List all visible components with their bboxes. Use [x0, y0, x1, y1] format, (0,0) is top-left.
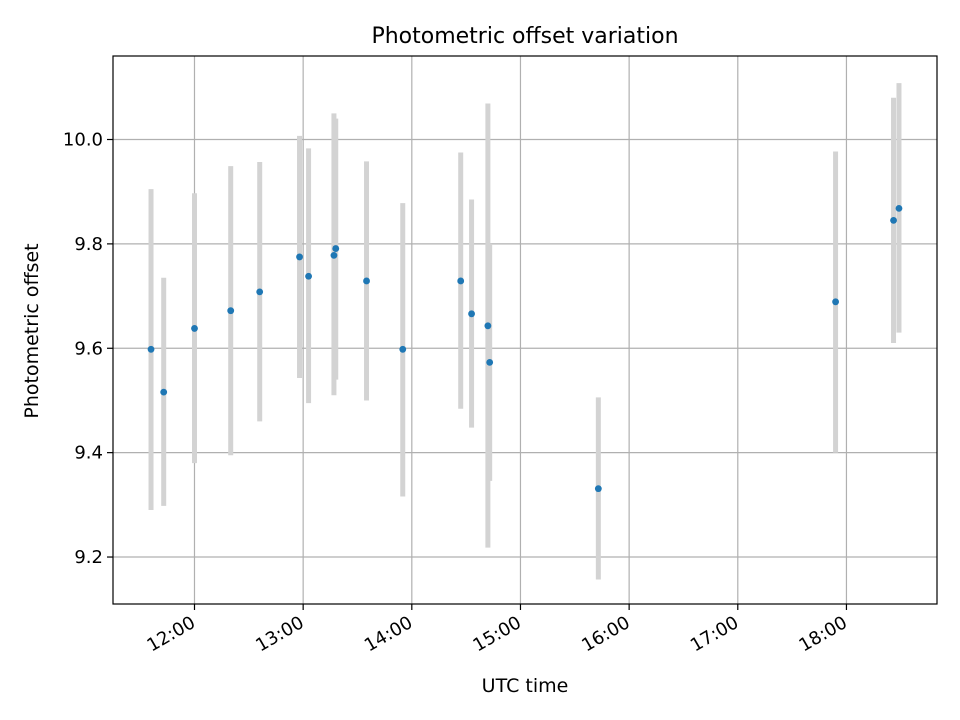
data-point — [330, 251, 338, 259]
data-point — [296, 253, 303, 261]
data-point — [227, 307, 235, 315]
data-point — [332, 245, 340, 252]
y-axis-label: Photometric offset — [21, 243, 43, 418]
chart-title: Photometric offset variation — [371, 24, 678, 49]
data-point — [399, 345, 407, 353]
data-point — [486, 358, 494, 366]
data-point — [363, 277, 370, 285]
y-tick-label: 9.4 — [74, 443, 103, 464]
data-point — [191, 325, 198, 332]
data-point — [147, 345, 155, 353]
y-tick-label: 9.8 — [74, 234, 103, 255]
y-axis-ticks: 9.2 9.4 9.6 9.8 10.0 — [63, 130, 113, 568]
data-point — [305, 272, 312, 280]
plot-frame — [112, 55, 938, 605]
data-point — [256, 288, 264, 296]
data-point — [594, 485, 602, 493]
y-tick-label: 9.6 — [74, 338, 103, 359]
data-point — [890, 217, 897, 224]
data-point — [468, 310, 475, 318]
data-point — [484, 322, 492, 330]
data-point — [457, 277, 465, 285]
data-points — [147, 204, 903, 493]
data-point — [832, 298, 839, 306]
data-point — [895, 204, 903, 212]
y-tick-label: 10.0 — [63, 130, 103, 151]
data-point — [160, 388, 168, 396]
grid-lines — [113, 56, 937, 604]
x-axis-label: UTC time — [482, 675, 569, 697]
y-tick-label: 9.2 — [74, 547, 103, 568]
